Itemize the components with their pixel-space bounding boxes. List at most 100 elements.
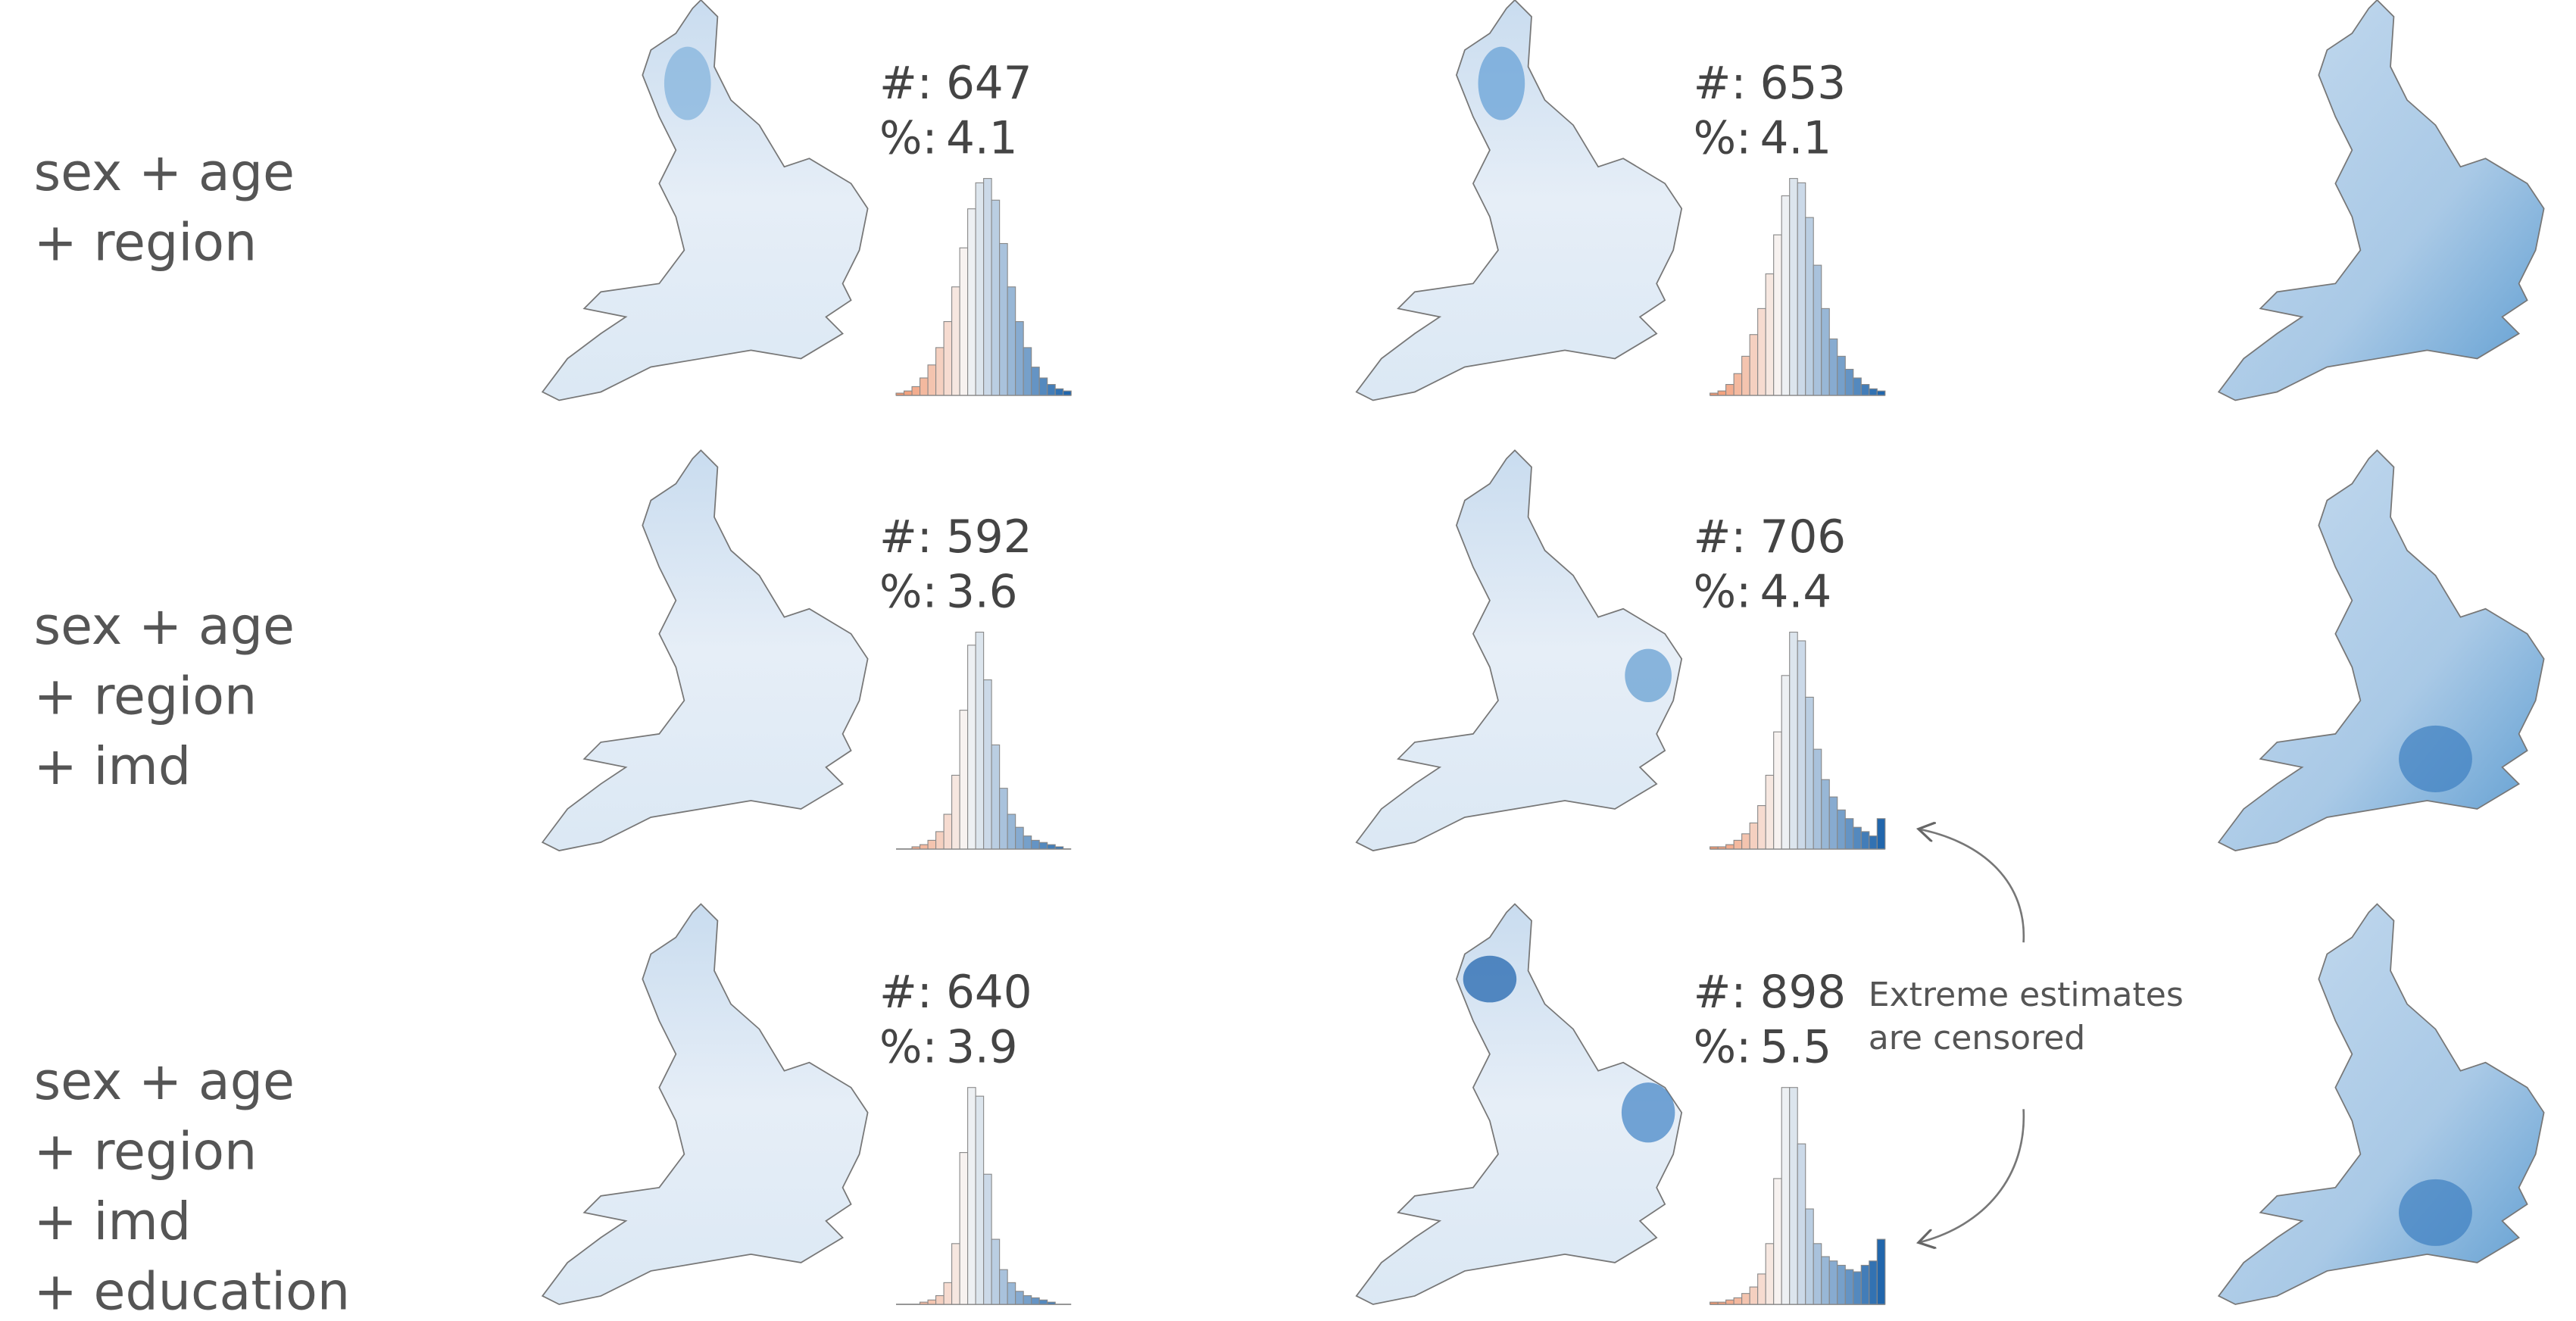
histogram-bar <box>1741 1293 1750 1305</box>
histogram-bar <box>1765 1243 1775 1305</box>
histogram-bar <box>975 632 985 850</box>
count: 647 <box>946 58 1032 110</box>
histogram-bar <box>1015 320 1024 396</box>
histogram-bar <box>1717 846 1727 850</box>
arrow <box>1919 1109 2025 1242</box>
histogram-bar <box>1038 1299 1048 1305</box>
histogram-bar <box>935 831 945 850</box>
count-label: #: <box>1694 58 1747 110</box>
count-label: #: <box>879 967 932 1019</box>
histogram-bar <box>1837 355 1846 396</box>
histogram-bar <box>1710 1301 1719 1305</box>
count-label: #: <box>1694 967 1747 1019</box>
histogram-bar <box>1837 1264 1846 1305</box>
histogram-bar <box>1876 818 1886 850</box>
histogram-bar <box>1821 308 1830 396</box>
histogram-bar <box>927 839 937 850</box>
row-label: sex + age <box>34 1052 295 1112</box>
count-label: #: <box>879 58 932 110</box>
histogram-bar <box>1725 1299 1735 1305</box>
count: 706 <box>1760 511 1846 564</box>
histogram-bar <box>1015 1291 1024 1305</box>
histogram-bar <box>991 199 1001 396</box>
histogram-bar <box>1876 390 1886 396</box>
histogram-bar <box>999 788 1008 850</box>
count-label: #: <box>1694 511 1747 564</box>
histogram-bar <box>1007 1282 1016 1305</box>
histogram-bar <box>1789 632 1798 850</box>
percent: 4.1 <box>1760 113 1832 165</box>
histogram-bar <box>1047 1301 1056 1305</box>
histogram-bar <box>1031 1297 1040 1305</box>
histogram-bar <box>911 846 921 850</box>
histogram-bar <box>1725 384 1735 396</box>
histogram-bar <box>1797 182 1806 396</box>
histogram-bar <box>1733 373 1743 396</box>
histogram-bar <box>1789 1087 1798 1305</box>
histogram-bar <box>943 814 953 850</box>
percent: 3.9 <box>946 1022 1018 1074</box>
histogram-bar <box>1828 1260 1838 1305</box>
count: 653 <box>1760 58 1846 110</box>
histogram-bar <box>1828 796 1838 850</box>
histogram-bar <box>1047 384 1056 396</box>
row-label: sex + age <box>34 143 295 203</box>
row-label: + region <box>34 214 258 273</box>
histogram-bar <box>967 645 976 850</box>
histogram-bar <box>1821 1256 1830 1305</box>
histogram-bar <box>1765 273 1775 396</box>
histogram-bar <box>911 386 921 396</box>
histogram-bar <box>1773 234 1782 396</box>
histogram-bar <box>959 247 969 396</box>
histogram-bar <box>1773 1178 1782 1305</box>
histogram-bar <box>983 178 992 396</box>
histogram-bar <box>920 844 929 850</box>
histogram-bar <box>1023 835 1032 850</box>
histogram-bar <box>1710 392 1719 396</box>
percent-label: %: <box>1694 113 1752 165</box>
percent-label: %: <box>1694 1022 1752 1074</box>
histogram-bar <box>1047 844 1056 850</box>
histogram-bar <box>1741 355 1750 396</box>
histogram-bar <box>935 347 945 396</box>
histogram-bar <box>975 1095 985 1305</box>
histogram-bar <box>1725 844 1735 850</box>
annotation: Extreme estimates <box>1869 976 2184 1014</box>
histogram-bar <box>1805 696 1814 850</box>
histogram-bar <box>1853 377 1862 396</box>
histogram-bar <box>1733 1297 1743 1305</box>
histogram-bar <box>1741 833 1750 850</box>
percent: 5.5 <box>1760 1022 1832 1074</box>
histogram-bar <box>1844 818 1854 850</box>
percent: 3.6 <box>946 567 1018 619</box>
histogram-bar <box>1765 774 1775 850</box>
histogram-bar <box>1031 367 1040 396</box>
histogram-bar <box>1781 675 1791 850</box>
histogram-bar <box>967 208 976 396</box>
row-label: + region <box>34 667 258 726</box>
histogram-bar <box>1789 178 1798 396</box>
histogram-bar <box>1813 1243 1822 1305</box>
histogram-bar <box>1869 388 1878 396</box>
histogram-bar <box>1717 390 1727 396</box>
histogram-bar <box>951 286 960 396</box>
histogram-bar <box>1844 1269 1854 1305</box>
row-label: + region <box>34 1123 258 1182</box>
histogram-bar <box>1860 384 1870 396</box>
row-label: + imd <box>34 737 192 797</box>
histogram-bar <box>975 182 985 396</box>
row-label: sex + age <box>34 597 295 657</box>
count: 898 <box>1760 967 1846 1019</box>
histogram-bar <box>1054 846 1064 850</box>
histogram-bar <box>927 364 937 396</box>
histogram-bar <box>1869 835 1878 850</box>
histogram-bar <box>1781 1087 1791 1305</box>
histogram-bar <box>967 1087 976 1305</box>
row-label: + education <box>34 1263 351 1321</box>
histogram-bar <box>920 377 929 396</box>
histogram-bar <box>983 679 992 850</box>
histogram-bar <box>1773 731 1782 850</box>
histogram-bar <box>1757 1273 1766 1305</box>
histogram-bar <box>1757 308 1766 396</box>
